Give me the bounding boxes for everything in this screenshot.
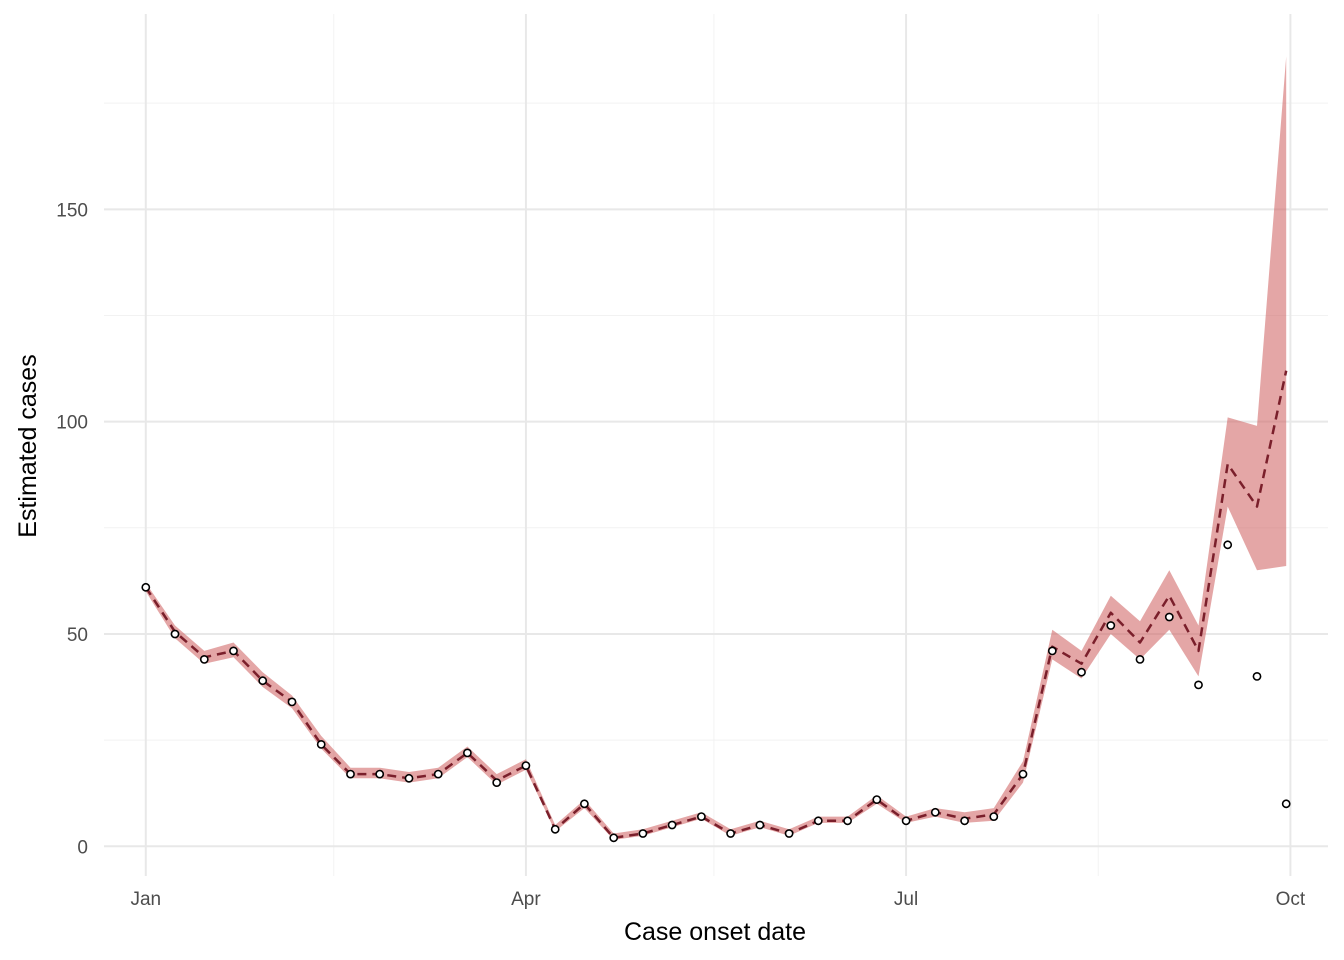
x-tick-label: Oct <box>1276 889 1306 910</box>
confidence-ribbon <box>145 56 1287 840</box>
data-point <box>550 824 560 834</box>
data-point <box>1223 540 1233 550</box>
estimate-line <box>144 370 1288 840</box>
y-tick-label: 0 <box>77 837 88 858</box>
data-point <box>1281 799 1291 809</box>
data-point <box>697 812 706 821</box>
data-point <box>755 820 765 830</box>
data-point <box>813 816 823 826</box>
data-point <box>1164 612 1174 622</box>
data-point <box>492 778 502 787</box>
data-point <box>1252 672 1262 681</box>
data-point <box>287 697 297 707</box>
data-point <box>433 769 443 779</box>
x-tick-label: Jul <box>894 889 918 910</box>
data-point <box>1135 655 1145 664</box>
data-point <box>989 812 999 821</box>
grid-minor <box>104 14 1328 876</box>
data-point <box>667 820 677 830</box>
x-tick-label: Jan <box>130 889 161 910</box>
data-point <box>872 795 882 804</box>
data-point <box>258 676 268 686</box>
observed-points-layer <box>141 540 1291 843</box>
data-point <box>229 646 238 656</box>
y-axis-title: Estimated cases <box>14 354 42 537</box>
data-point <box>1047 646 1057 656</box>
data-point <box>609 833 619 843</box>
y-tick-label: 150 <box>56 200 88 221</box>
x-axis-tick-labels: Jan Apr Jul Oct <box>130 889 1305 910</box>
data-point <box>1018 769 1028 779</box>
data-point <box>1106 621 1116 630</box>
data-point <box>521 761 531 770</box>
data-point <box>316 740 326 749</box>
data-point <box>346 769 355 779</box>
data-point <box>199 655 209 664</box>
y-tick-label: 100 <box>56 413 88 434</box>
data-point <box>960 816 969 826</box>
data-point <box>638 829 648 838</box>
x-tick-label: Apr <box>511 889 541 910</box>
data-point <box>1077 667 1086 677</box>
estimate-line-layer <box>144 370 1288 840</box>
y-axis-tick-labels: 0 50 100 150 <box>56 200 88 858</box>
y-tick-label: 50 <box>67 625 88 646</box>
data-point <box>784 829 794 838</box>
data-point <box>404 773 414 783</box>
data-point <box>141 582 151 592</box>
data-point <box>580 799 589 809</box>
data-point <box>462 748 472 758</box>
x-axis-title: Case onset date <box>624 918 806 946</box>
data-point <box>726 829 735 838</box>
data-point <box>375 769 385 779</box>
data-point <box>170 629 180 639</box>
confidence-ribbon-layer <box>145 56 1287 840</box>
grid-major <box>104 14 1328 876</box>
data-point <box>1194 680 1203 690</box>
data-point <box>843 816 852 826</box>
data-point <box>930 807 940 817</box>
data-point <box>901 816 911 826</box>
